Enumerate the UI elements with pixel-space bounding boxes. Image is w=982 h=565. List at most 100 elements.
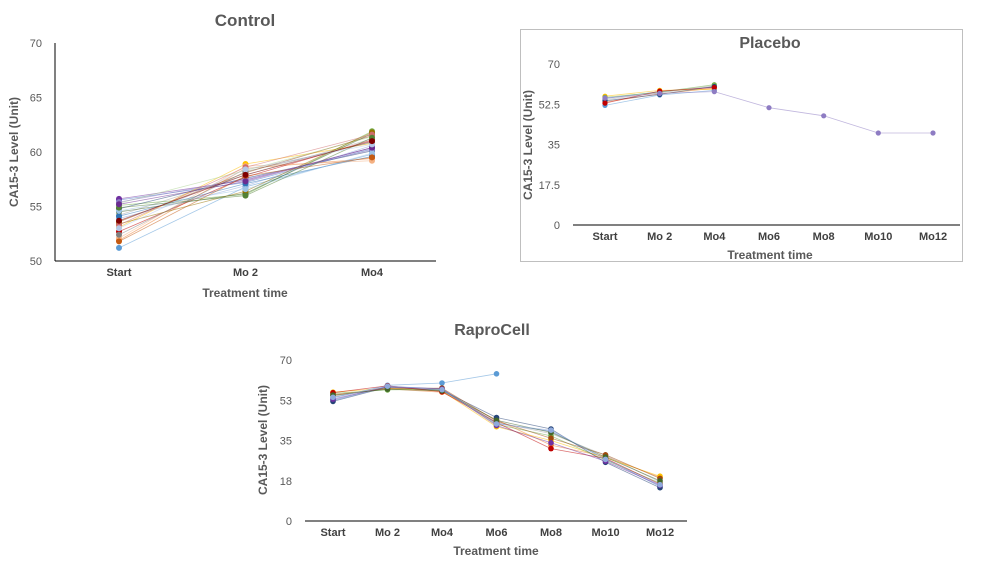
placebo-data-point	[930, 130, 936, 136]
control-data-point	[242, 166, 249, 173]
placebo-chart-title: Placebo	[739, 35, 801, 52]
raprocell-y-tick-label: 18	[280, 476, 292, 488]
raprocell-series	[330, 384, 663, 491]
placebo-y-tick-label: 0	[554, 220, 560, 232]
raprocell-series	[330, 386, 663, 486]
control-chart: Control CA15-3 Level (Unit) Treatment ti…	[7, 11, 436, 300]
raprocell-x-tick-label: Mo 2	[375, 527, 400, 539]
raprocell-series	[330, 385, 663, 479]
placebo-y-tick-label: 70	[548, 59, 560, 71]
control-y-tick-label: 65	[30, 93, 42, 105]
raprocell-data-point	[330, 394, 336, 401]
placebo-data-point	[602, 100, 608, 106]
placebo-x-tick-label: Mo4	[703, 231, 726, 243]
raprocell-data-point	[657, 481, 663, 488]
control-y-tick-label: 50	[30, 256, 42, 268]
raprocell-data-point	[602, 456, 609, 463]
control-y-tick-label: 55	[30, 202, 42, 214]
placebo-y-tick-label: 52.5	[539, 99, 560, 111]
raprocell-series	[330, 383, 663, 489]
control-data-point	[116, 225, 122, 232]
raprocell-data-point	[493, 371, 500, 377]
placebo-x-axis-label: Treatment time	[727, 248, 813, 262]
raprocell-y-axis-label: CA15-3 Level (Unit)	[256, 385, 270, 495]
placebo-data-point	[711, 84, 717, 91]
raprocell-y-tick-label: 53	[280, 395, 292, 407]
placebo-series	[602, 89, 936, 136]
placebo-data-point	[821, 113, 827, 119]
raprocell-series-line	[332, 387, 661, 477]
placebo-data-point	[602, 95, 608, 101]
raprocell-chart-title: RaproCell	[454, 322, 530, 339]
control-data-point	[242, 186, 249, 193]
raprocell-x-tick-label: Mo8	[540, 527, 562, 539]
control-y-tick-label: 70	[30, 38, 42, 50]
raprocell-series	[330, 371, 500, 401]
raprocell-x-tick-label: Mo4	[431, 527, 454, 539]
raprocell-data-point	[493, 421, 500, 427]
control-axes: 50 55 60 65 70 Start Mo 2 Mo4	[30, 38, 436, 279]
raprocell-series-line	[332, 385, 661, 487]
raprocell-x-axis-label: Treatment time	[453, 544, 539, 558]
placebo-y-tick-label: 17.5	[539, 180, 560, 192]
raprocell-series-line	[332, 385, 661, 486]
raprocell-chart: RaproCell CA15-3 Level (Unit) Treatment …	[256, 322, 687, 558]
control-data-point	[242, 171, 249, 178]
placebo-data-point	[875, 130, 881, 136]
raprocell-series	[330, 384, 663, 485]
placebo-data-point	[657, 90, 663, 96]
raprocell-series	[330, 385, 663, 482]
raprocell-x-tick-label: Mo12	[646, 527, 674, 539]
control-chart-title: Control	[215, 11, 275, 30]
raprocell-x-tick-label: Mo6	[486, 527, 508, 539]
raprocell-data-point	[439, 380, 445, 386]
placebo-y-axis-label: CA15-3 Level (Unit)	[521, 90, 535, 200]
placebo-data-point	[766, 105, 772, 111]
control-x-axis-label: Treatment time	[202, 286, 288, 300]
raprocell-data-point	[439, 386, 445, 393]
control-x-tick-label: Mo 2	[233, 267, 258, 279]
raprocell-data-point	[548, 440, 554, 446]
control-data-point	[116, 231, 122, 238]
control-data-point	[116, 238, 122, 245]
raprocell-series	[330, 383, 663, 490]
control-y-axis-label: CA15-3 Level (Unit)	[7, 97, 21, 207]
raprocell-series-line	[332, 386, 661, 486]
placebo-series-line	[604, 91, 933, 134]
control-series	[116, 138, 375, 224]
control-y-tick-label: 60	[30, 147, 42, 159]
placebo-y-tick-label: 35	[548, 140, 560, 152]
control-data-point	[116, 213, 122, 220]
raprocell-y-tick-label: 70	[280, 355, 292, 367]
placebo-chart-frame	[520, 29, 963, 262]
control-data-point	[116, 244, 122, 251]
control-data-point	[369, 138, 375, 145]
placebo-x-tick-label: Start	[592, 231, 617, 243]
raprocell-data-point	[548, 445, 554, 452]
placebo-x-tick-label: Mo6	[758, 231, 780, 243]
raprocell-y-tick-label: 0	[286, 516, 292, 528]
control-data-point	[369, 150, 375, 157]
placebo-x-tick-label: Mo 2	[647, 231, 672, 243]
raprocell-series-line	[332, 385, 661, 485]
control-data-point	[369, 154, 375, 161]
raprocell-data-point	[384, 383, 391, 389]
placebo-x-tick-label: Mo12	[919, 231, 947, 243]
raprocell-data-point	[548, 435, 554, 441]
raprocell-series-line	[332, 388, 661, 482]
raprocell-x-tick-label: Mo10	[591, 527, 619, 539]
placebo-x-tick-label: Mo10	[864, 231, 892, 243]
control-data-point	[116, 217, 122, 224]
placebo-chart: Placebo CA15-3 Level (Unit) Treatment ti…	[521, 35, 960, 262]
raprocell-x-tick-label: Start	[320, 527, 345, 539]
control-x-tick-label: Start	[106, 267, 131, 279]
control-data-point	[242, 178, 249, 185]
raprocell-data-point	[548, 427, 554, 433]
raprocell-data-point	[657, 478, 663, 484]
placebo-data-point	[711, 89, 717, 95]
placebo-x-tick-label: Mo8	[813, 231, 835, 243]
raprocell-series-line	[332, 388, 661, 484]
raprocell-series-line	[332, 387, 661, 483]
control-data-point	[242, 192, 249, 199]
raprocell-series-line	[332, 386, 661, 489]
